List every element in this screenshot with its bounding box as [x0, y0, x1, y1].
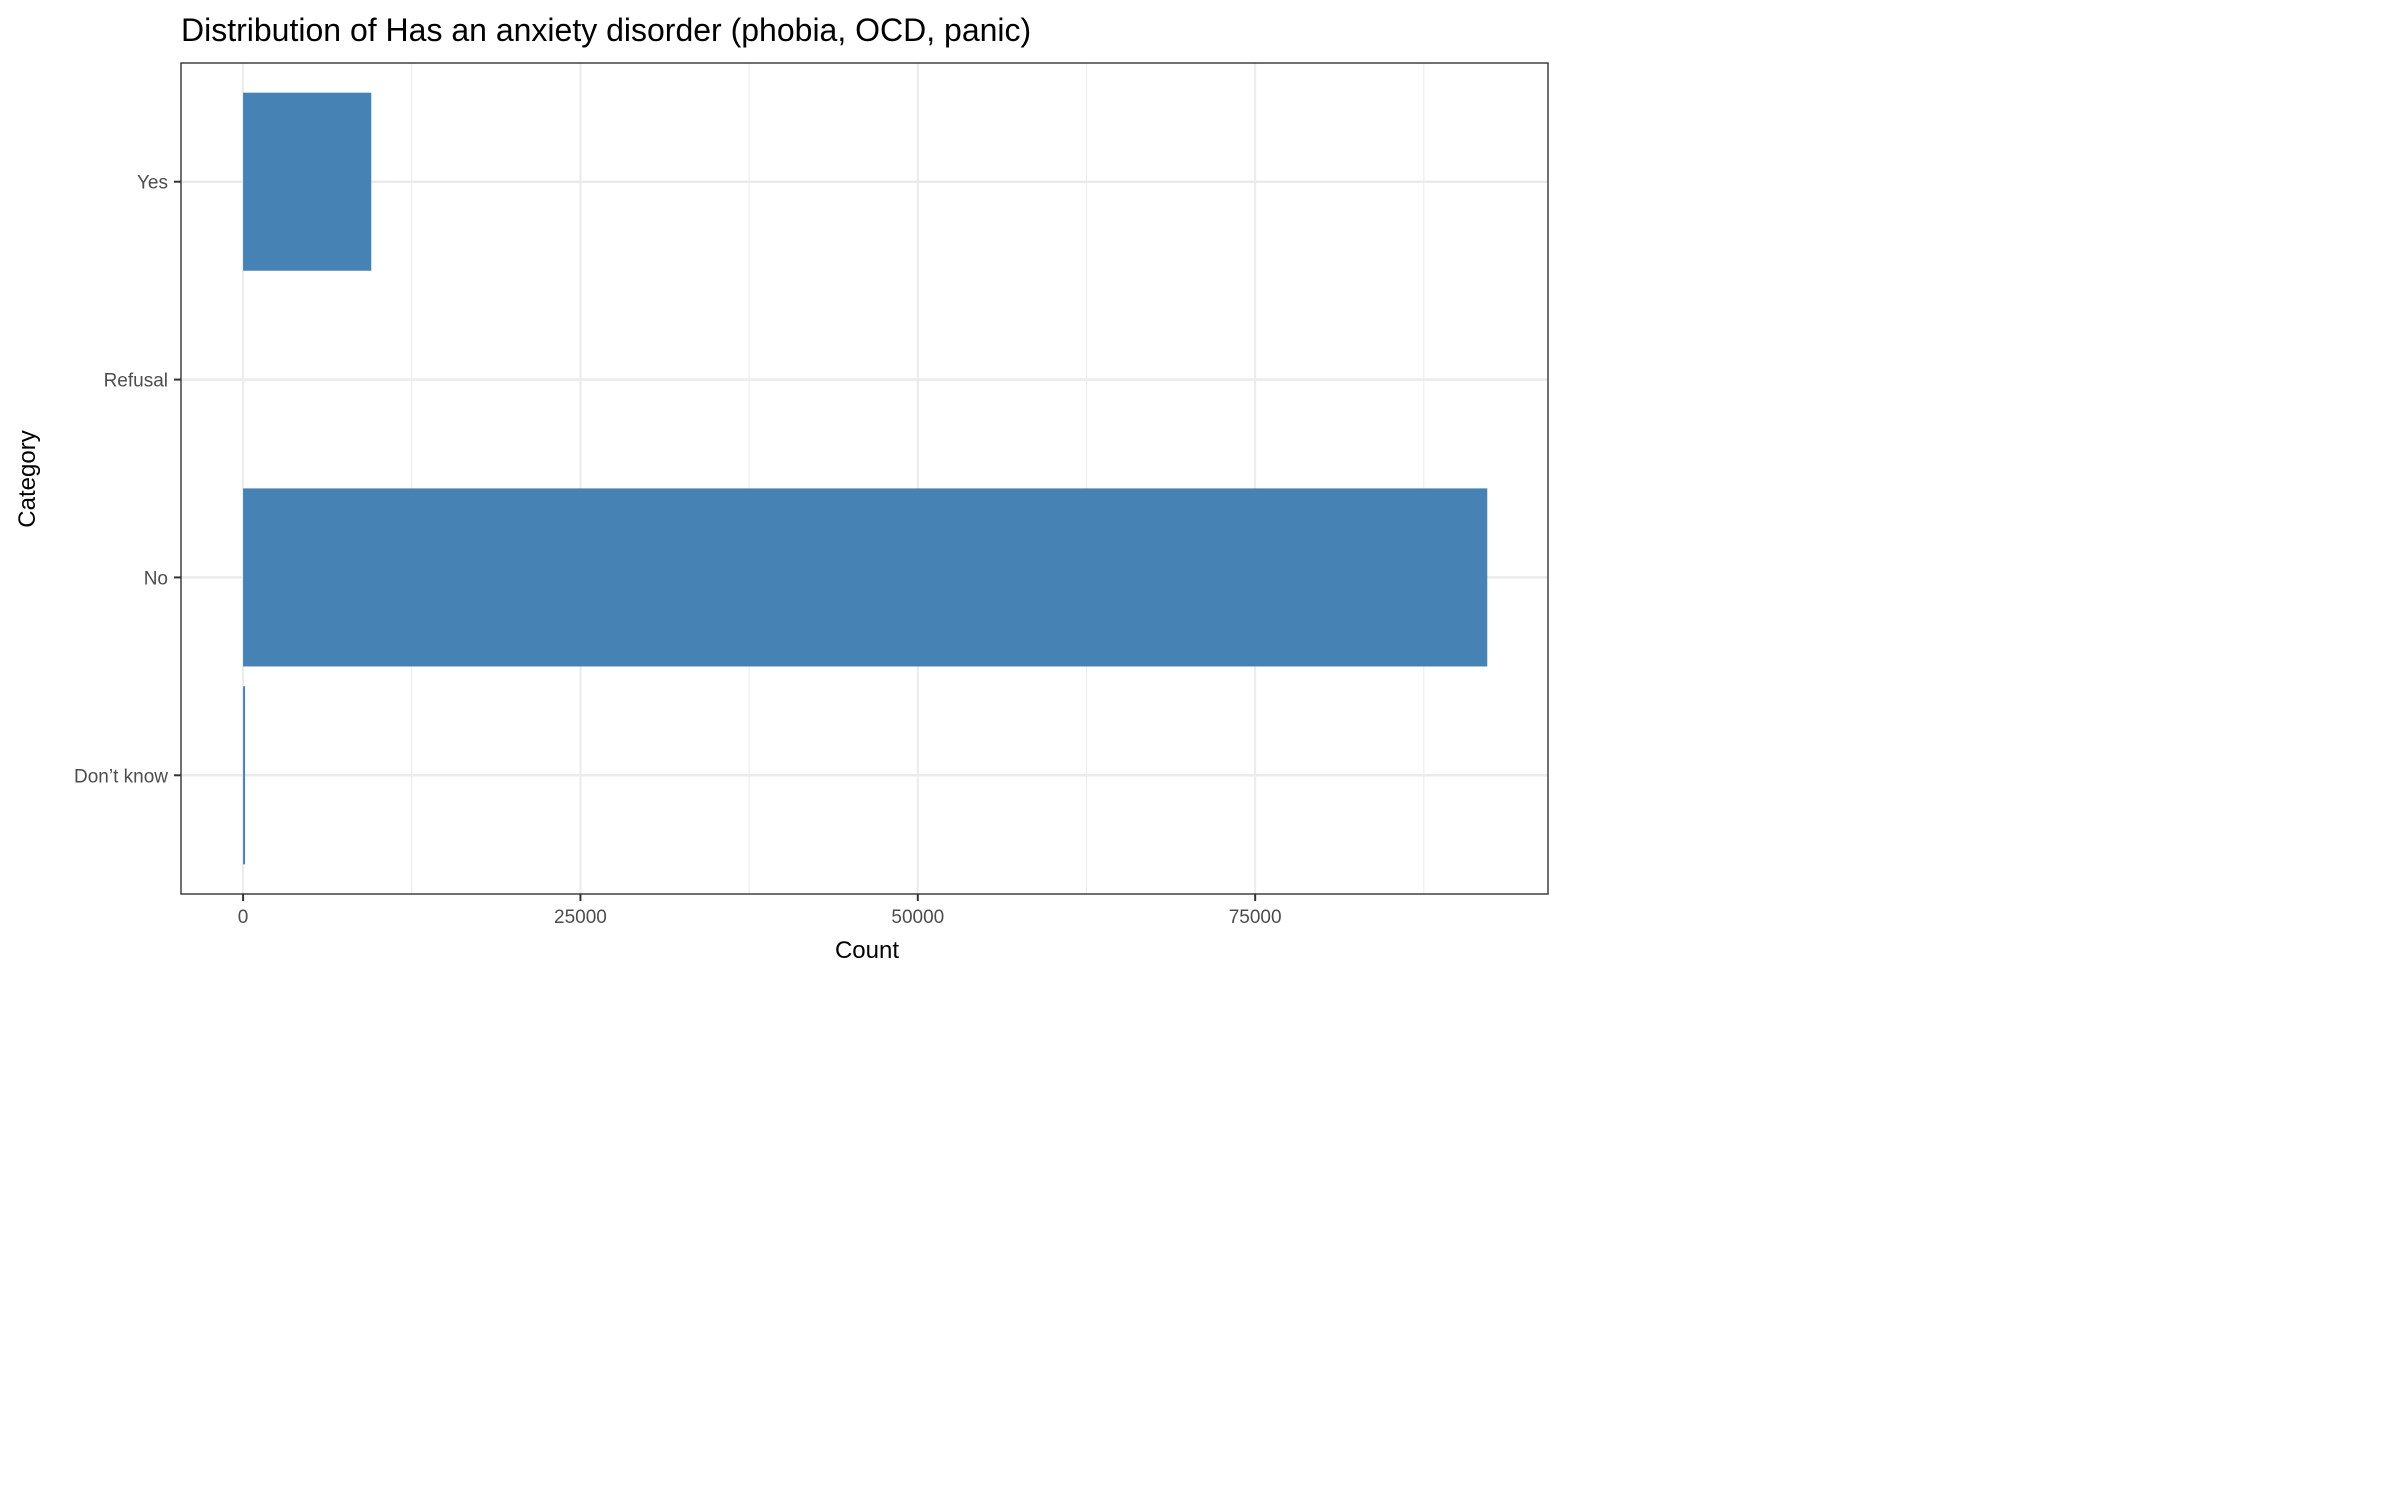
- chart-title: Distribution of Has an anxiety disorder …: [181, 12, 1031, 48]
- x-axis: 0 25000 50000 75000: [238, 894, 1282, 928]
- y-tick-label: Refusal: [104, 371, 168, 392]
- x-tick-label: 25000: [554, 907, 607, 928]
- y-tick-label: Yes: [137, 173, 168, 194]
- plot-panel-border: [180, 62, 1549, 895]
- y-tick-label: No: [144, 568, 168, 589]
- plot-panel: [181, 63, 1548, 894]
- chart: Distribution of Has an anxiety disorder …: [0, 0, 1564, 977]
- x-tick-label: 0: [238, 907, 249, 928]
- bar: [243, 686, 246, 865]
- x-axis-title: Count: [835, 937, 899, 964]
- chart-svg: Distribution of Has an anxiety disorder …: [0, 0, 1564, 977]
- bar: [243, 92, 372, 271]
- y-axis: Don’t know No Refusal Yes: [74, 173, 181, 787]
- x-tick-label: 50000: [891, 907, 944, 928]
- minor-gridlines: [411, 63, 1425, 894]
- bars: [243, 92, 1488, 865]
- y-tick-label: Don’t know: [74, 766, 168, 787]
- bar: [243, 488, 1488, 667]
- y-axis-title: Category: [14, 430, 41, 527]
- x-tick-label: 75000: [1229, 907, 1282, 928]
